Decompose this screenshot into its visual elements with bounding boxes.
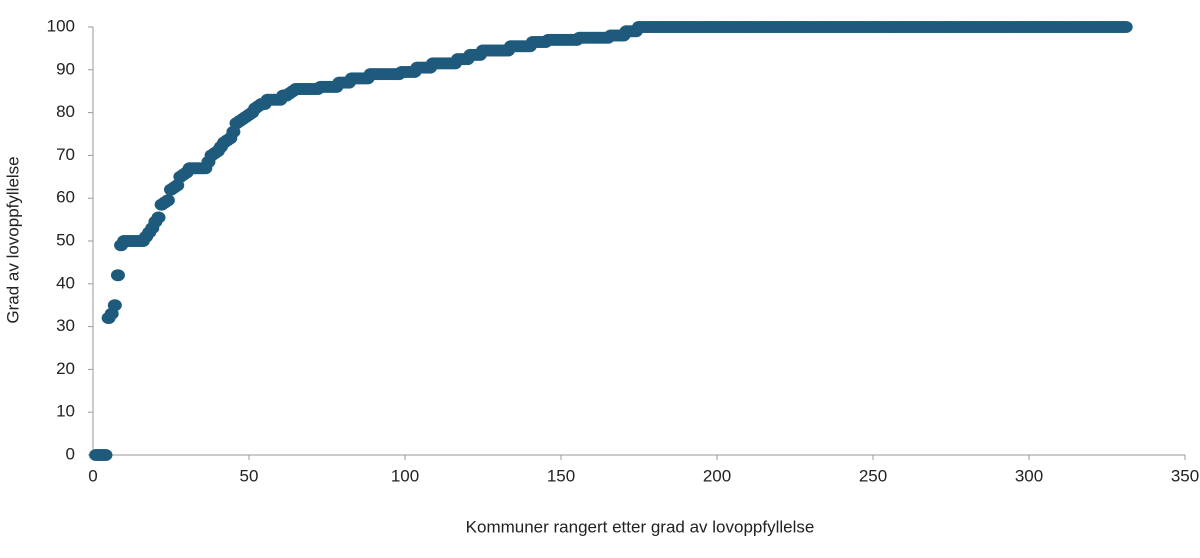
y-tick-label: 90	[56, 59, 75, 78]
point	[107, 299, 122, 312]
y-axis-label: Grad av lovoppfyllelse	[3, 156, 22, 323]
point	[160, 194, 175, 207]
y-tick-label: 20	[56, 359, 75, 378]
y-tick-label: 70	[56, 145, 75, 164]
y-tick-label: 0	[66, 444, 75, 463]
y-tick-label: 80	[56, 102, 75, 121]
x-tick-label: 150	[547, 466, 575, 485]
y-tick-label: 50	[56, 230, 75, 249]
x-tick-label: 50	[240, 466, 259, 485]
y-tick-label: 10	[56, 402, 75, 421]
point	[98, 449, 113, 461]
point	[1118, 21, 1133, 33]
x-tick-label: 300	[1015, 466, 1043, 485]
y-tick-label: 40	[56, 273, 75, 292]
point	[151, 211, 166, 224]
x-tick-label: 250	[859, 466, 887, 485]
y-tick-label: 100	[47, 16, 75, 35]
x-axis-label: Kommuner rangert etter grad av lovoppfyl…	[466, 517, 815, 536]
y-tick-label: 30	[56, 316, 75, 335]
x-tick-label: 350	[1171, 466, 1199, 485]
x-tick-label: 100	[391, 466, 419, 485]
x-tick-label: 0	[88, 466, 97, 485]
x-tick-label: 200	[703, 466, 731, 485]
point	[110, 269, 125, 282]
y-tick-label: 60	[56, 188, 75, 207]
